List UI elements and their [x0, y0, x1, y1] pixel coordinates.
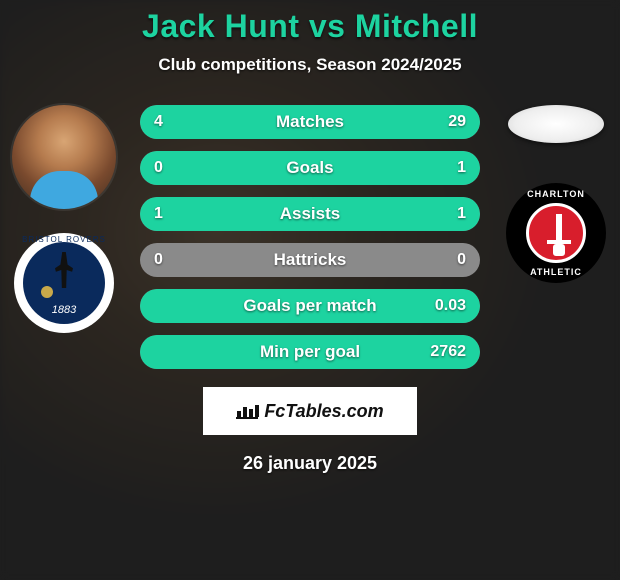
stat-row: Hattricks0 0 — [140, 243, 480, 277]
middle-section: BRISTOL ROVERS 1883 Matches429Goals01Ass… — [0, 105, 620, 369]
subtitle: Club competitions, Season 2024/2025 — [158, 55, 461, 75]
stat-label: Goals per match — [140, 296, 480, 316]
club-year: 1883 — [23, 304, 105, 316]
club-badge-charlton: CHARLTON ATHLETIC — [506, 183, 606, 283]
player-left-photo — [12, 105, 116, 209]
bar-chart-icon — [236, 403, 258, 419]
stat-value-right: 0.03 — [435, 289, 466, 323]
stat-row: Assists1 1 — [140, 197, 480, 231]
stat-row: Goals per match0.03 — [140, 289, 480, 323]
stat-value-right: 0 — [457, 243, 466, 277]
stat-label: Min per goal — [140, 342, 480, 362]
badge-inner: 1883 — [23, 242, 105, 324]
player-right-photo-placeholder — [508, 105, 604, 143]
vs-title: Jack Hunt vs Mitchell — [142, 8, 478, 45]
stat-value-right: 1 — [457, 197, 466, 231]
stat-value-left: 0 — [154, 243, 163, 277]
stat-label: Goals — [140, 158, 480, 178]
stat-value-right: 1 — [457, 151, 466, 185]
hand-icon — [553, 244, 565, 256]
stat-label: Hattricks — [140, 250, 480, 270]
stat-value-left: 0 — [154, 151, 163, 185]
stat-value-right: 29 — [448, 105, 466, 139]
club-top-text: CHARLTON — [506, 189, 606, 199]
stat-label: Assists — [140, 204, 480, 224]
infographic-content: Jack Hunt vs Mitchell Club competitions,… — [0, 0, 620, 580]
stat-row: Goals0 1 — [140, 151, 480, 185]
stat-value-left: 1 — [154, 197, 163, 231]
ball-icon — [41, 286, 53, 298]
stat-row: Min per goal2762 — [140, 335, 480, 369]
attribution-text: FcTables.com — [264, 401, 383, 422]
pirate-figure-icon — [55, 252, 73, 288]
stats-bars: Matches429Goals01Assists11Hattricks00Goa… — [140, 105, 480, 369]
date-text: 26 january 2025 — [243, 453, 377, 474]
stat-label: Matches — [140, 112, 480, 132]
left-player-column: BRISTOL ROVERS 1883 — [4, 105, 124, 333]
right-player-column: CHARLTON ATHLETIC — [496, 105, 616, 283]
badge-center — [526, 203, 586, 263]
stat-value-right: 2762 — [430, 335, 466, 369]
stat-value-left: 4 — [154, 105, 163, 139]
attribution-badge: FcTables.com — [203, 387, 417, 435]
stat-row: Matches4 29 — [140, 105, 480, 139]
club-badge-bristol-rovers: BRISTOL ROVERS 1883 — [14, 233, 114, 333]
club-bottom-text: ATHLETIC — [506, 267, 606, 277]
